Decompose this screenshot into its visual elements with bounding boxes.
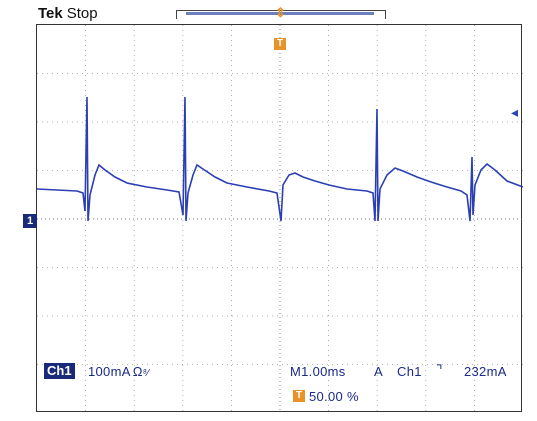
record-window-indicator	[186, 12, 374, 19]
waveform-display	[36, 24, 523, 413]
scope-brand: Tek Stop	[38, 5, 98, 22]
acquire-mode: A	[374, 364, 383, 379]
trigger-source: Ch1	[397, 364, 422, 379]
trigger-point-marker[interactable]: T	[274, 38, 286, 50]
channel-badge[interactable]: Ch1	[44, 363, 75, 379]
ch1-trace	[37, 96, 523, 222]
record-length-bar	[176, 10, 386, 19]
falling-edge-icon: ⌝	[436, 362, 443, 378]
channel-scale: 100mA Ω⁸⁄	[88, 364, 149, 379]
trigger-position-icon[interactable]: ⇕	[275, 5, 286, 20]
brand-label: Tek	[38, 5, 63, 22]
run-state: Stop	[66, 5, 98, 22]
trigger-position-readout: 50.00 %	[309, 389, 359, 404]
channel-1-ground-marker[interactable]: 1	[23, 214, 37, 228]
trigger-level-arrow-icon[interactable]: ◂	[511, 104, 519, 120]
status-bar: Tek Stop ⇕	[0, 0, 537, 24]
graticule	[37, 25, 523, 413]
units-icon: Ω	[132, 364, 143, 379]
channel-scale-value: 100mA	[88, 364, 131, 379]
trigger-position-badge: T	[293, 390, 305, 402]
bandwidth-icon: ⁸⁄	[142, 368, 150, 379]
trigger-level-readout: 232mA	[464, 364, 507, 379]
timebase-readout: M1.00ms	[290, 364, 346, 379]
